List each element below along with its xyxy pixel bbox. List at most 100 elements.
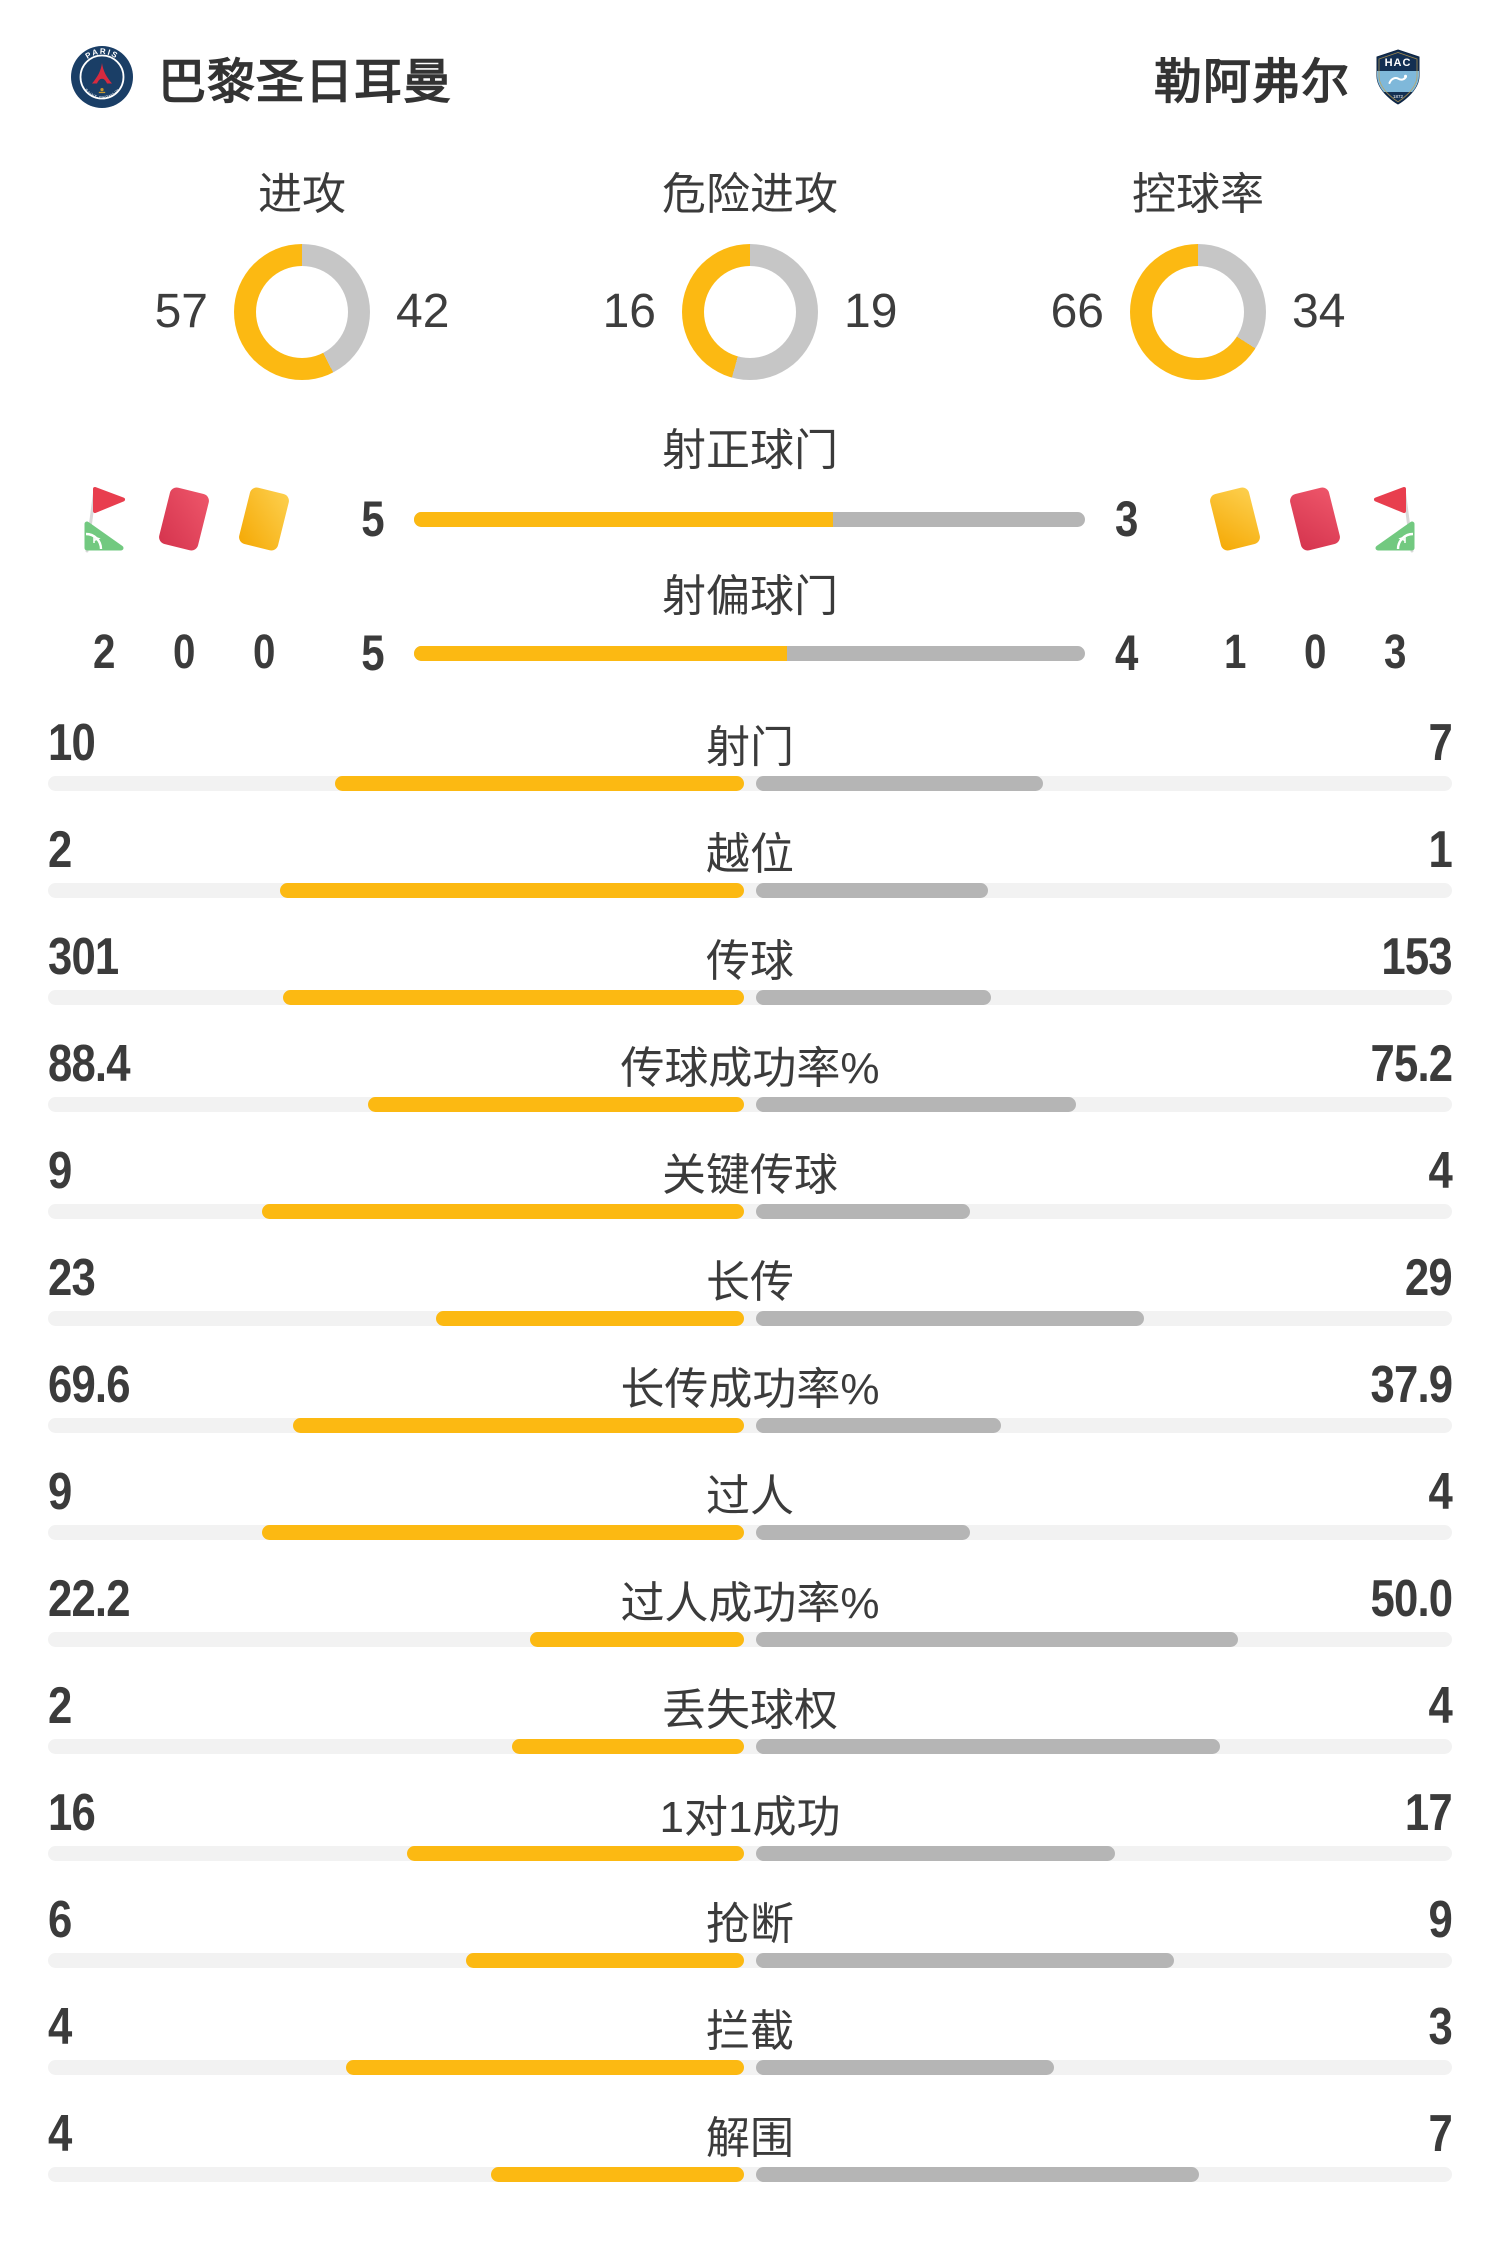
home-bar xyxy=(280,883,744,898)
away-value: 3 xyxy=(1428,1998,1453,2056)
home-value: 301 xyxy=(48,928,119,986)
home-yellow-cards-count: 0 xyxy=(253,626,275,679)
salamander-shape xyxy=(1388,75,1407,84)
shot-row: 5 3 xyxy=(0,480,1500,558)
away-discipline-icons xyxy=(1195,480,1445,558)
stat-label: 长传 xyxy=(706,1258,794,1307)
stat-label: 解围 xyxy=(706,2114,794,2163)
stat-bar-track xyxy=(48,1097,1452,1112)
away-value: 17 xyxy=(1405,1784,1453,1842)
shots-on-target-label: 射正球门 xyxy=(662,426,838,475)
home-value: 22.2 xyxy=(48,1570,131,1628)
away-bar xyxy=(756,1846,1115,1861)
away-value: 50.0 xyxy=(1370,1570,1453,1628)
stat-bar-track xyxy=(48,1525,1452,1540)
stat-bar-track xyxy=(48,1953,1452,1968)
stat-head: 23 长传 29 xyxy=(0,1249,1500,1307)
shot-row: 2 0 0 5 4 1 0 3 xyxy=(0,624,1500,682)
yellow-card-icon xyxy=(1208,486,1262,552)
hac-logo-text: HAC xyxy=(1385,57,1412,69)
home-corners-count: 2 xyxy=(93,626,115,679)
stat-row: 23 长传 29 xyxy=(0,1249,1500,1356)
home-bar xyxy=(465,1953,744,1968)
home-discipline-icons xyxy=(54,480,304,558)
away-value: 9 xyxy=(1428,1891,1453,1949)
red-card-icon xyxy=(1288,486,1342,552)
home-value: 23 xyxy=(48,1249,96,1307)
home-value: 69.6 xyxy=(48,1356,131,1414)
home-team: PARIS SAINT-GERMAIN 巴黎圣日耳曼 xyxy=(70,42,452,112)
home-bar xyxy=(262,1525,744,1540)
eiffel-tower-shape xyxy=(92,63,112,84)
home-value: 9 xyxy=(48,1463,72,1521)
away-bar xyxy=(756,1953,1174,1968)
stat-bar-track xyxy=(48,990,1452,1005)
gauge: 进攻 57 42 xyxy=(128,172,476,380)
away-value: 4 xyxy=(1428,1463,1453,1521)
gauge: 控球率 66 34 xyxy=(1024,172,1372,380)
stat-head: 69.6 长传成功率% 37.9 xyxy=(0,1356,1500,1414)
stat-bar-track xyxy=(48,1846,1452,1861)
away-team-name: 勒阿弗尔 xyxy=(1153,56,1350,109)
home-bar xyxy=(512,1739,744,1754)
home-value: 2 xyxy=(48,1677,72,1735)
stat-label: 过人 xyxy=(706,1472,794,1521)
away-value: 7 xyxy=(1428,714,1453,772)
away-value: 4 xyxy=(1115,625,1138,681)
stat-head: 2 越位 1 xyxy=(0,821,1500,879)
shots-on-target-bar xyxy=(414,511,1085,527)
gauge: 危险进攻 16 19 xyxy=(576,172,924,380)
stat-row: 9 关键传球 4 xyxy=(0,1142,1500,1249)
stat-row: 10 射门 7 xyxy=(0,714,1500,821)
donut-hole xyxy=(256,266,348,358)
stat-label: 射门 xyxy=(706,723,794,772)
stat-head: 4 解围 7 xyxy=(0,2105,1500,2163)
stat-row: 6 抢断 9 xyxy=(0,1891,1500,1998)
gauge-home-value: 66 xyxy=(1050,285,1104,338)
stat-label: 传球成功率% xyxy=(620,1044,880,1093)
donut-hole xyxy=(704,266,796,358)
away-bar xyxy=(756,2167,1199,2182)
away-value: 4 xyxy=(1428,1142,1453,1200)
stat-bar-track xyxy=(48,776,1452,791)
gauge-home-value: 57 xyxy=(154,285,208,338)
home-bar xyxy=(367,1097,744,1112)
away-bar xyxy=(756,1525,971,1540)
away-value: 153 xyxy=(1381,928,1453,986)
gauge-away-value: 34 xyxy=(1292,285,1346,338)
shots-off-target-bar xyxy=(414,645,1085,661)
away-value: 29 xyxy=(1405,1249,1453,1307)
away-value: 75.2 xyxy=(1370,1035,1453,1093)
stat-head: 301 传球 153 xyxy=(0,928,1500,986)
stat-head: 2 丢失球权 4 xyxy=(0,1677,1500,1735)
away-bar xyxy=(756,776,1043,791)
stat-label: 传球 xyxy=(706,937,794,986)
stat-head: 16 1对1成功 17 xyxy=(0,1784,1500,1842)
home-value: 2 xyxy=(48,821,72,879)
gauge-away-value: 42 xyxy=(396,285,450,338)
stat-bar-track xyxy=(48,1632,1452,1647)
hac-logo-sub-text: 1872 xyxy=(1393,94,1404,99)
stat-bar-track xyxy=(48,2167,1452,2182)
away-yellow-cards-count: 1 xyxy=(1224,626,1246,679)
home-bar xyxy=(530,1632,744,1647)
home-value: 5 xyxy=(361,625,384,681)
stat-label: 越位 xyxy=(706,830,794,879)
stat-head: 22.2 过人成功率% 50.0 xyxy=(0,1570,1500,1628)
stat-bar-track xyxy=(48,2060,1452,2075)
home-bar xyxy=(293,1418,744,1433)
home-value: 6 xyxy=(48,1891,72,1949)
away-value: 4 xyxy=(1428,1677,1453,1735)
away-bar xyxy=(756,1418,1002,1433)
red-card-icon xyxy=(157,486,211,552)
psg-logo-text: PARIS xyxy=(84,47,119,61)
home-bar xyxy=(346,2060,744,2075)
away-discipline-counts: 1 0 3 xyxy=(1195,624,1445,682)
corner-flag-icon xyxy=(1374,487,1415,553)
away-value: 37.9 xyxy=(1370,1356,1453,1414)
match-header: PARIS SAINT-GERMAIN 巴黎圣日耳曼 勒阿弗尔 HAC 1872 xyxy=(0,0,1500,110)
donut-hole xyxy=(1152,266,1244,358)
stat-label: 过人成功率% xyxy=(620,1579,880,1628)
stat-row: 4 拦截 3 xyxy=(0,1998,1500,2105)
home-value: 9 xyxy=(48,1142,72,1200)
